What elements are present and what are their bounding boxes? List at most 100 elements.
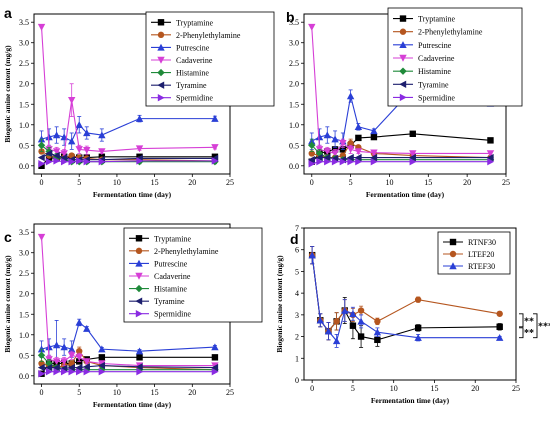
data-point bbox=[67, 352, 76, 359]
data-point bbox=[98, 157, 106, 166]
data-point bbox=[370, 153, 378, 162]
data-point bbox=[346, 146, 355, 154]
data-point bbox=[60, 150, 68, 158]
x-tick-label: 25 bbox=[226, 178, 234, 187]
data-point bbox=[316, 316, 325, 324]
data-point bbox=[52, 341, 61, 349]
y-axis-title: Biogenic amine content (mg/g) bbox=[3, 255, 12, 353]
y-tick-label: 0.0 bbox=[19, 372, 29, 381]
legend-label: Spermidine bbox=[418, 93, 455, 102]
y-tick-label: 2.5 bbox=[289, 59, 299, 68]
y-tick-label: 2.0 bbox=[19, 80, 29, 89]
y-tick-label: 1.5 bbox=[19, 310, 29, 319]
y-tick-label: 2.0 bbox=[19, 290, 29, 299]
series-spermidine bbox=[38, 157, 219, 168]
legend-marker bbox=[399, 93, 407, 102]
y-tick-label: 2.0 bbox=[289, 80, 299, 89]
legend-label: Putrescine bbox=[176, 43, 210, 52]
data-point bbox=[308, 251, 316, 259]
bracket bbox=[519, 327, 524, 339]
x-tick-label: 10 bbox=[390, 384, 398, 393]
legend-label: 2-Phenylethylamine bbox=[176, 31, 241, 40]
legend-label: 2-Phenylethylamine bbox=[154, 247, 219, 256]
data-point bbox=[414, 324, 422, 332]
y-tick-label: 1.0 bbox=[289, 121, 299, 130]
data-point bbox=[354, 153, 362, 162]
data-point bbox=[373, 328, 382, 336]
data-point bbox=[37, 23, 46, 31]
legend: RTNF30 LTEF20 RTEF30 bbox=[437, 231, 511, 275]
data-point bbox=[60, 157, 68, 166]
data-point bbox=[83, 367, 91, 376]
panel-letter: c bbox=[4, 229, 12, 245]
data-point bbox=[487, 157, 495, 166]
data-point bbox=[487, 137, 494, 144]
data-point bbox=[75, 121, 83, 128]
legend-label: Tyramine bbox=[418, 80, 449, 89]
legend-label: RTEF30 bbox=[468, 262, 495, 271]
significance-brackets: ******* bbox=[519, 313, 550, 339]
x-tick-label: 0 bbox=[40, 178, 44, 187]
data-point bbox=[37, 153, 45, 162]
data-point bbox=[414, 333, 422, 341]
data-point bbox=[136, 367, 144, 376]
legend-label: Spermidine bbox=[154, 310, 191, 319]
data-point bbox=[409, 130, 416, 137]
data-point bbox=[346, 92, 355, 100]
legend-marker bbox=[399, 15, 407, 22]
y-tick-label: 3 bbox=[295, 311, 299, 320]
panel-c: c 0 5 10 15 20 25 0.0 0.5 1.0 1.5 2.0 2.5 3.0 3.5 Ferme… bbox=[3, 223, 263, 409]
legend-label: Histamine bbox=[154, 285, 187, 294]
significance-label: ** bbox=[524, 328, 534, 339]
x-tick-label: 10 bbox=[385, 178, 393, 187]
data-point bbox=[496, 310, 503, 317]
x-tick-label: 15 bbox=[430, 384, 438, 393]
data-point bbox=[135, 347, 144, 355]
legend-marker bbox=[399, 41, 407, 49]
data-point bbox=[45, 363, 53, 372]
y-tick-label: 1.0 bbox=[19, 121, 29, 130]
series-rtef30 bbox=[308, 246, 504, 348]
data-point bbox=[370, 127, 378, 135]
legend-box bbox=[145, 11, 275, 107]
data-point bbox=[357, 317, 365, 325]
data-point bbox=[347, 157, 355, 166]
legend-label: Tryptamine bbox=[418, 15, 455, 24]
data-point bbox=[333, 318, 340, 325]
y-tick-label: 4 bbox=[295, 289, 299, 298]
data-point bbox=[76, 367, 83, 376]
x-axis-title: Fermentation time (day) bbox=[93, 190, 172, 199]
panel-d: d 0 5 10 15 20 25 0 1 2 3 4 5 6 7 Fermentation time (da… bbox=[275, 224, 550, 405]
data-point bbox=[37, 141, 46, 149]
data-point bbox=[75, 318, 83, 326]
y-tick-label: 0 bbox=[295, 376, 299, 385]
data-point bbox=[357, 307, 365, 314]
legend-label: Cadaverine bbox=[176, 56, 213, 65]
data-point bbox=[354, 148, 363, 156]
y-tick-label: 3.0 bbox=[19, 249, 29, 258]
series-line bbox=[311, 255, 500, 343]
data-point bbox=[83, 129, 91, 137]
data-point bbox=[331, 135, 339, 143]
series-spermidine bbox=[308, 157, 495, 168]
data-point bbox=[354, 123, 363, 131]
series-line bbox=[311, 27, 491, 155]
data-point bbox=[76, 347, 83, 355]
data-point bbox=[45, 157, 53, 166]
data-point bbox=[45, 149, 53, 158]
legend-label: Spermidine bbox=[176, 94, 213, 103]
data-point bbox=[355, 134, 362, 142]
legend: Tryptamine 2-Phenylethylamine Putrescine Ca… bbox=[123, 227, 263, 323]
y-tick-label: 7 bbox=[295, 224, 299, 233]
x-tick-label: 0 bbox=[310, 384, 314, 393]
data-point bbox=[98, 361, 106, 370]
x-tick-label: 10 bbox=[113, 388, 121, 397]
data-point bbox=[75, 354, 83, 362]
data-point bbox=[315, 153, 323, 162]
x-tick-label: 5 bbox=[349, 178, 353, 187]
data-point bbox=[67, 363, 75, 372]
x-tick-label: 20 bbox=[188, 178, 196, 187]
data-point bbox=[135, 145, 144, 153]
series-line bbox=[311, 142, 491, 159]
legend-label: Histamine bbox=[176, 69, 209, 78]
